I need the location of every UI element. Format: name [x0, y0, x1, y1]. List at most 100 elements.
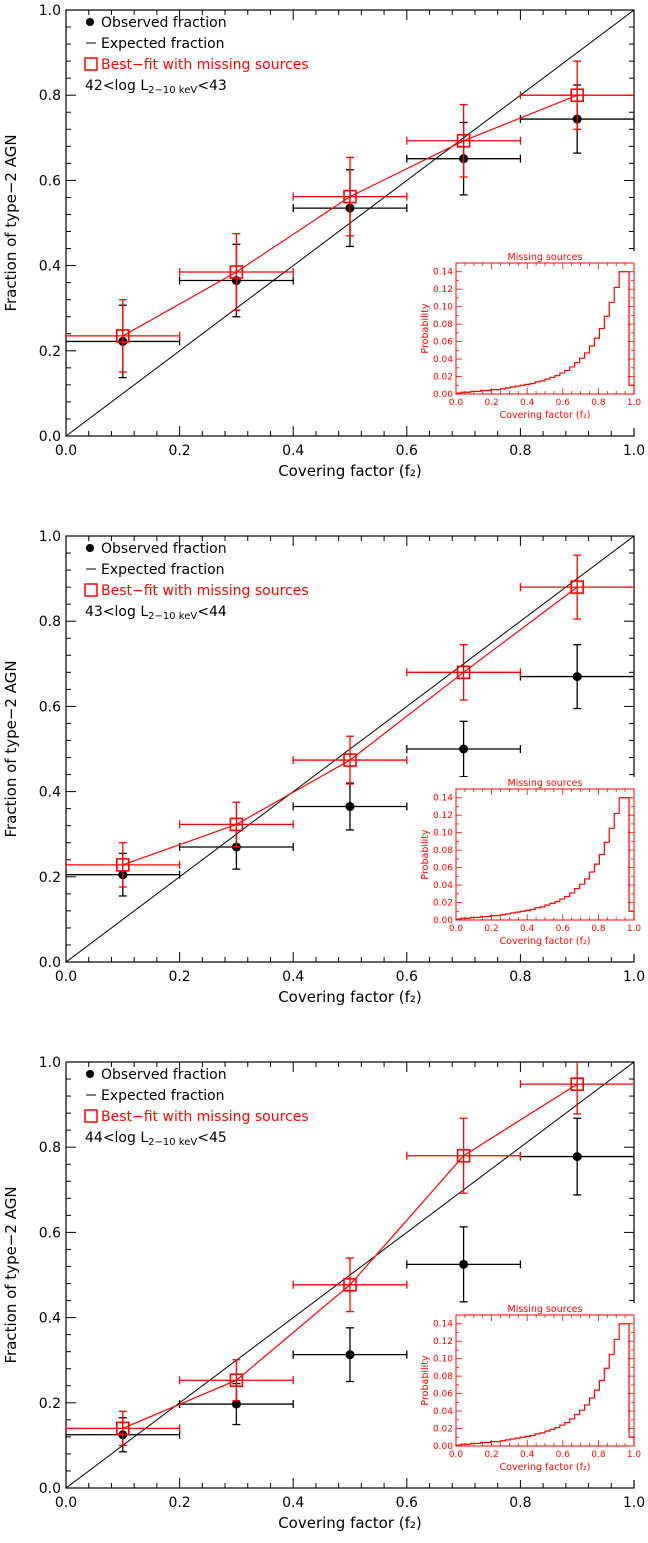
x-tick-label: 0.2: [168, 1495, 190, 1511]
x-tick-label: 1.0: [623, 443, 645, 459]
y-tick-label: 0.6: [39, 173, 61, 189]
x-tick-label: 0.8: [509, 969, 531, 985]
plot-area: [66, 536, 634, 962]
luminosity-range-label: 42<log L2−10 keV<43: [85, 78, 227, 96]
plot-frame: [65, 535, 635, 963]
x-tick-label: 0.0: [55, 969, 77, 985]
inset-x-tick-label: 0.4: [520, 924, 535, 934]
lum-post: <44: [197, 604, 227, 620]
bestfit-point: [116, 329, 130, 343]
observed-point: [459, 744, 469, 754]
y-axis-label: Fraction of type−2 AGN: [2, 660, 20, 837]
x-tick-label: 0.0: [55, 443, 77, 459]
x-axis-label: Covering factor (f₂): [278, 1514, 422, 1532]
inset-y-tick-label: 0.00: [433, 390, 453, 400]
y-tick-label: 0.6: [39, 699, 61, 715]
plot-frame: [65, 1061, 635, 1489]
inset-title: Missing sources: [508, 252, 583, 263]
x-tick-label: 0.4: [282, 1495, 304, 1511]
x-tick-label: 0.6: [396, 443, 418, 459]
inset-y-axis-label: Probability: [420, 1355, 431, 1406]
bestfit-point: [343, 189, 357, 204]
inset-y-tick-label: 0.10: [433, 303, 453, 313]
inset-y-tick-label: 0.14: [433, 794, 453, 804]
y-tick-label: 0.2: [39, 1396, 61, 1412]
x-tick-label: 0.8: [509, 443, 531, 459]
inset-title: Missing sources: [508, 778, 583, 789]
inset-x-tick-label: 0.0: [449, 398, 464, 408]
bestfit-point: [570, 1077, 585, 1091]
inset-x-tick-label: 0.8: [591, 924, 606, 934]
inset-y-tick-label: 0.08: [433, 846, 453, 856]
lum-pre: 43<log L: [85, 604, 148, 620]
inset-x-tick-label: 0.0: [449, 924, 464, 934]
x-tick-label: 0.8: [509, 1495, 531, 1511]
inset-x-tick-label: 1.0: [627, 924, 642, 934]
inset-y-tick-label: 0.06: [433, 864, 453, 874]
legend-bestfit-label: Best−fit with missing sources: [101, 57, 309, 73]
lum-sub: 2−10 keV: [148, 611, 197, 622]
inset-x-tick-label: 0.4: [520, 398, 535, 408]
legend-observed-label: Observed fraction: [101, 541, 227, 557]
inset-x-tick-label: 0.2: [484, 924, 498, 934]
inset-histogram: 0.0 0.2 0.4 0.6 0.8 1.0 0.00 0.02 0.04 0.06 0.08 0.…: [420, 1303, 641, 1480]
inset-y-tick-label: 0.04: [433, 355, 453, 365]
inset-y-tick-label: 0.08: [433, 1372, 453, 1382]
y-tick-label: 0.0: [39, 1481, 61, 1497]
plot-area: [66, 1062, 634, 1488]
lum-sub: 2−10 keV: [148, 85, 197, 96]
x-tick-label: 0.4: [282, 443, 304, 459]
inset-y-tick-label: 0.12: [433, 811, 453, 821]
inset-x-tick-label: 0.2: [484, 1450, 498, 1460]
x-tick-label: 1.0: [623, 969, 645, 985]
y-tick-label: 0.2: [39, 870, 61, 886]
legend-expected-label: Expected fraction: [101, 562, 225, 578]
inset-x-tick-label: 0.0: [449, 1450, 464, 1460]
bestfit-point: [229, 265, 244, 279]
y-tick-label: 0.0: [39, 429, 61, 445]
bestfit-point: [456, 133, 471, 148]
inset-y-axis-label: Probability: [420, 829, 431, 880]
y-axis-label: Fraction of type−2 AGN: [2, 134, 20, 311]
observed-point: [572, 1152, 582, 1162]
luminosity-range-label: 44<log L2−10 keV<45: [85, 1130, 227, 1148]
x-tick-label: 0.2: [168, 969, 190, 985]
legend-bestfit-symbol: [84, 1109, 98, 1123]
bestfit-point: [456, 665, 471, 680]
inset-x-tick-label: 1.0: [627, 1450, 642, 1460]
observed-point: [231, 1399, 241, 1409]
inset-x-tick-label: 0.2: [484, 398, 498, 408]
inset-y-tick-label: 0.06: [433, 338, 453, 348]
plot-frame: [65, 9, 635, 437]
lum-pre: 42<log L: [85, 78, 148, 94]
inset-x-tick-label: 0.6: [556, 1450, 571, 1460]
x-tick-label: 0.2: [168, 443, 190, 459]
bestfit-point: [570, 580, 585, 594]
legend-expected-label: Expected fraction: [101, 36, 225, 52]
inset-y-tick-label: 0.14: [433, 1320, 453, 1330]
x-tick-label: 0.4: [282, 969, 304, 985]
lum-post: <43: [197, 78, 227, 94]
observed-point: [459, 1259, 469, 1269]
y-tick-label: 0.8: [39, 1140, 61, 1156]
inset-x-tick-label: 1.0: [627, 398, 642, 408]
chart-panel-3: 0.0 0.2 0.4 0.6 0.8 1.0 0.0 0.2 0.4 0.6 0.8 1.0 Cove…: [2, 1055, 645, 1532]
x-axis-label: Covering factor (f₂): [278, 988, 422, 1006]
inset-y-axis-label: Probability: [420, 303, 431, 354]
inset-histogram: 0.0 0.2 0.4 0.6 0.8 1.0 0.00 0.02 0.04 0.06 0.08 0.…: [420, 251, 641, 428]
legend-observed-symbol: [86, 18, 94, 26]
x-tick-label: 0.6: [396, 1495, 418, 1511]
y-tick-label: 0.0: [39, 955, 61, 971]
inset-y-tick-label: 0.10: [433, 829, 453, 839]
y-tick-label: 0.2: [39, 344, 61, 360]
inset-y-tick-label: 0.02: [433, 373, 453, 383]
inset-x-tick-label: 0.8: [591, 398, 606, 408]
inset-histogram-steps: [455, 797, 635, 920]
bestfit-point: [343, 753, 357, 767]
observed-point: [345, 1350, 355, 1360]
x-axis-label: Covering factor (f₂): [278, 462, 422, 480]
inset-x-axis-label: Covering factor (f₂): [500, 410, 591, 421]
x-tick-label: 0.6: [396, 969, 418, 985]
y-tick-label: 1.0: [39, 3, 61, 19]
inset-x-axis-label: Covering factor (f₂): [500, 936, 591, 947]
